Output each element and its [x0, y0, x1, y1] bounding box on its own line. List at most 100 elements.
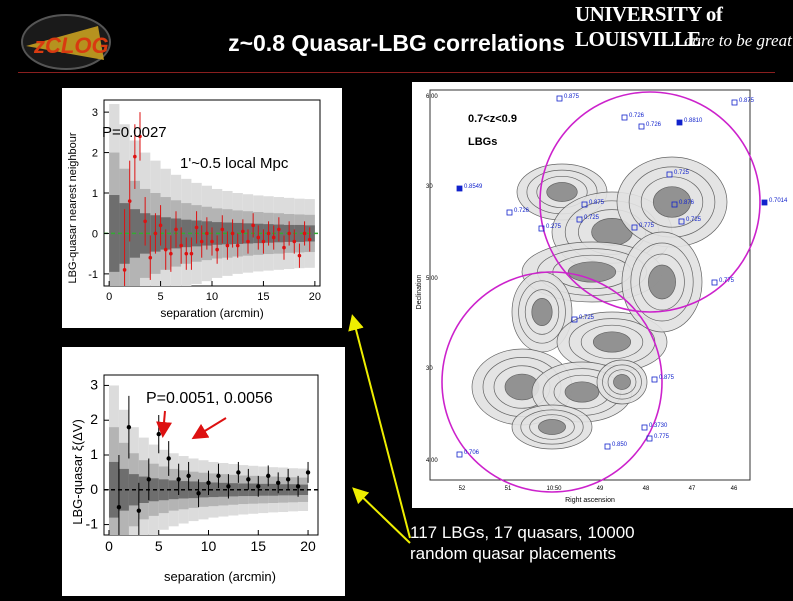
- y-tick-label: -1: [86, 516, 99, 532]
- quasar-redshift-label: 0.725: [686, 217, 702, 223]
- quasar-marker: [671, 201, 678, 208]
- map-y-tick-label: 5:00: [426, 276, 438, 282]
- y-tick-label: 2: [92, 148, 98, 160]
- quasar-marker: [678, 218, 685, 225]
- map-x-tick-label: 49: [597, 486, 604, 492]
- data-point: [220, 227, 225, 232]
- data-point: [230, 231, 235, 236]
- contour: [630, 242, 694, 322]
- x-tick-label: 5: [155, 538, 163, 554]
- x-axis-label-1: separation (arcmin): [160, 306, 263, 320]
- data-point: [153, 231, 158, 236]
- quasar-redshift-label: 0.726: [514, 208, 530, 214]
- quasar-redshift-label: 0.875: [659, 375, 675, 381]
- p-value-label-2: P=0.0051, 0.0056: [146, 390, 273, 407]
- data-point: [236, 470, 241, 475]
- quasar-marker: [556, 95, 563, 102]
- band-inner: [208, 482, 219, 498]
- map-x-tick-label: 10:50: [546, 486, 562, 492]
- x-tick-label: 15: [257, 291, 269, 303]
- data-point: [241, 229, 245, 234]
- quasar-marker: [581, 201, 588, 208]
- quasar-marker: [571, 316, 578, 323]
- contour: [602, 364, 642, 400]
- contour: [592, 331, 632, 353]
- quasar-marker: [638, 123, 645, 130]
- data-point: [261, 239, 266, 244]
- y-tick-label: 1: [90, 446, 98, 462]
- quasar-marker: [456, 451, 463, 458]
- data-point: [156, 431, 161, 437]
- map-x-tick-label: 48: [643, 486, 650, 492]
- map-x-label: Right ascension: [565, 497, 615, 504]
- contour: [520, 409, 584, 445]
- data-point: [297, 253, 302, 258]
- data-point: [166, 456, 171, 461]
- band-inner: [168, 480, 179, 500]
- data-point: [305, 470, 311, 475]
- contour: [524, 289, 560, 335]
- nearest-neighbour-chart: 0 5 10 15 20 -1 0 1 2 3 P=0.0027 1'~0.5 local Mpc…: [67, 99, 321, 320]
- quasar-marker: [676, 119, 683, 126]
- p-value-label-1: P=0.0027: [102, 124, 167, 141]
- data-point: [302, 231, 307, 236]
- quasar-marker: [651, 376, 658, 383]
- band-inner: [118, 468, 129, 511]
- quasar-redshift-label: 0.706: [464, 450, 480, 456]
- quasar-markers: 0.8750.8750.7260.7260.88100.85490.7250.7…: [456, 94, 788, 458]
- map-subtitle: LBGs: [468, 136, 497, 148]
- data-point: [205, 231, 209, 236]
- x-tick-label: 15: [250, 538, 266, 554]
- quasar-marker: [761, 199, 768, 206]
- data-point: [295, 484, 301, 489]
- plot-area: 0 5 10 15 20 -1 0 1 2 3: [88, 99, 321, 303]
- contour: [538, 419, 566, 435]
- data-point: [179, 243, 183, 248]
- data-point: [256, 235, 261, 240]
- quasar-marker: [646, 435, 653, 442]
- contour: [529, 414, 575, 440]
- data-point: [285, 477, 291, 482]
- data-point: [169, 251, 173, 256]
- university-tagline: dare to be great: [684, 31, 792, 50]
- map-y-tick-label: 6:00: [426, 94, 438, 100]
- y-tick-label: 1: [92, 188, 98, 200]
- x-tick-label: 0: [106, 291, 112, 303]
- arrow-to-top-chart: [348, 314, 411, 539]
- field-circle-north: [539, 91, 761, 313]
- data-point: [235, 243, 240, 248]
- quasar-marker: [666, 171, 673, 178]
- map-x-tick-label: 51: [505, 486, 512, 492]
- university-name: UNIVERSITY of LOUISVILLE: [575, 2, 723, 51]
- quasar-marker: [631, 224, 638, 231]
- contour: [567, 261, 617, 283]
- data-point: [206, 480, 211, 486]
- quasar-redshift-label: 0.875: [564, 94, 580, 100]
- map-y-tick-label: 30: [426, 366, 433, 372]
- map-y-tick-label: 4:00: [426, 458, 438, 464]
- quasar-redshift-label: 0.3730: [649, 423, 668, 429]
- band-inner: [188, 481, 199, 499]
- data-point: [271, 235, 276, 240]
- data-point: [246, 477, 251, 482]
- data-point: [143, 219, 147, 224]
- scale-label: 1'~0.5 local Mpc: [180, 155, 289, 172]
- band-inner: [138, 476, 149, 503]
- quasar-marker: [538, 225, 545, 232]
- data-point: [266, 473, 271, 479]
- data-point: [126, 424, 132, 430]
- data-point: [215, 247, 219, 252]
- data-point: [116, 504, 122, 510]
- data-point: [122, 268, 127, 272]
- y-axis-label-2: LBG-quasar ξ(ΔV): [70, 419, 85, 525]
- quasar-marker: [641, 424, 648, 431]
- title-divider: [18, 72, 775, 73]
- data-point: [216, 473, 221, 479]
- caption-line-1: 117 LBGs, 17 quasars, 10000: [410, 523, 635, 542]
- quasar-marker: [711, 279, 718, 286]
- data-point: [226, 484, 231, 489]
- data-point: [251, 223, 255, 228]
- data-point: [225, 243, 230, 248]
- map-x-tick-label: 52: [459, 486, 466, 492]
- sky-map-panel: 0.875 0.875 0.726 0.726 0.8810 0.8549 0.725 0.7…: [412, 82, 793, 508]
